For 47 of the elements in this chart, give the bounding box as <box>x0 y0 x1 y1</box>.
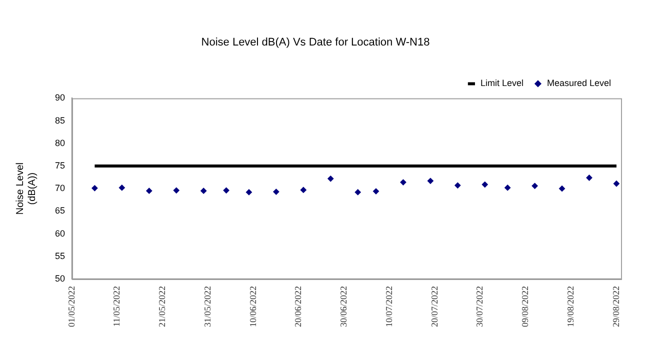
y-tick-label: 85 <box>54 115 66 126</box>
x-tick-label: 29/08/2022 <box>610 286 621 328</box>
y-tick-label: 70 <box>54 183 66 194</box>
x-tick-label: 21/05/2022 <box>157 286 168 328</box>
y-tick-label: 75 <box>54 160 66 170</box>
point <box>586 174 592 181</box>
legend-label: Measured Level <box>546 78 612 88</box>
legend-label: Limit Level <box>480 78 524 88</box>
y-tick-label: 80 <box>54 138 66 148</box>
point <box>558 185 566 192</box>
point <box>91 184 98 192</box>
x-tick-label: 10/07/2022 <box>384 286 394 328</box>
x-tick-label: 09/08/2022 <box>520 286 530 328</box>
point <box>173 187 180 194</box>
point <box>504 184 511 191</box>
point <box>354 189 362 196</box>
point <box>223 187 230 194</box>
y-tick-label: 55 <box>54 250 66 261</box>
y-axis-title: Noise Level (dB(A)) <box>14 162 38 215</box>
chart-title: Noise Level dB(A) Vs Date for Location W-N18 <box>201 36 430 49</box>
y-tick-label: 50 <box>54 273 66 284</box>
point <box>246 189 252 196</box>
x-tick-label: 20/06/2022 <box>293 286 304 328</box>
point <box>482 181 488 188</box>
y-tick-label: 65 <box>54 206 66 216</box>
x-tick-label: 31/05/2022 <box>202 286 212 328</box>
x-tick-label: 01/05/2022 <box>66 286 76 328</box>
point <box>454 182 461 189</box>
point <box>327 175 334 182</box>
x-tick-label: 30/07/2022 <box>474 286 485 328</box>
point <box>532 182 538 190</box>
x-tick-label: 10/06/2022 <box>248 286 258 328</box>
point <box>272 188 280 195</box>
x-tick-label: 19/08/2022 <box>565 286 576 328</box>
y-tick-label: 60 <box>54 228 66 238</box>
point <box>146 188 152 194</box>
point <box>427 178 434 184</box>
y-tick-label: 90 <box>54 92 66 103</box>
point <box>300 186 307 194</box>
point <box>200 188 207 194</box>
point <box>400 179 406 186</box>
x-tick-label: 11/05/2022 <box>112 286 122 327</box>
x-tick-label: 20/07/2022 <box>429 286 440 328</box>
point <box>118 184 126 191</box>
point <box>613 180 620 187</box>
point <box>372 188 380 195</box>
x-tick-label: 30/06/2022 <box>338 286 349 328</box>
